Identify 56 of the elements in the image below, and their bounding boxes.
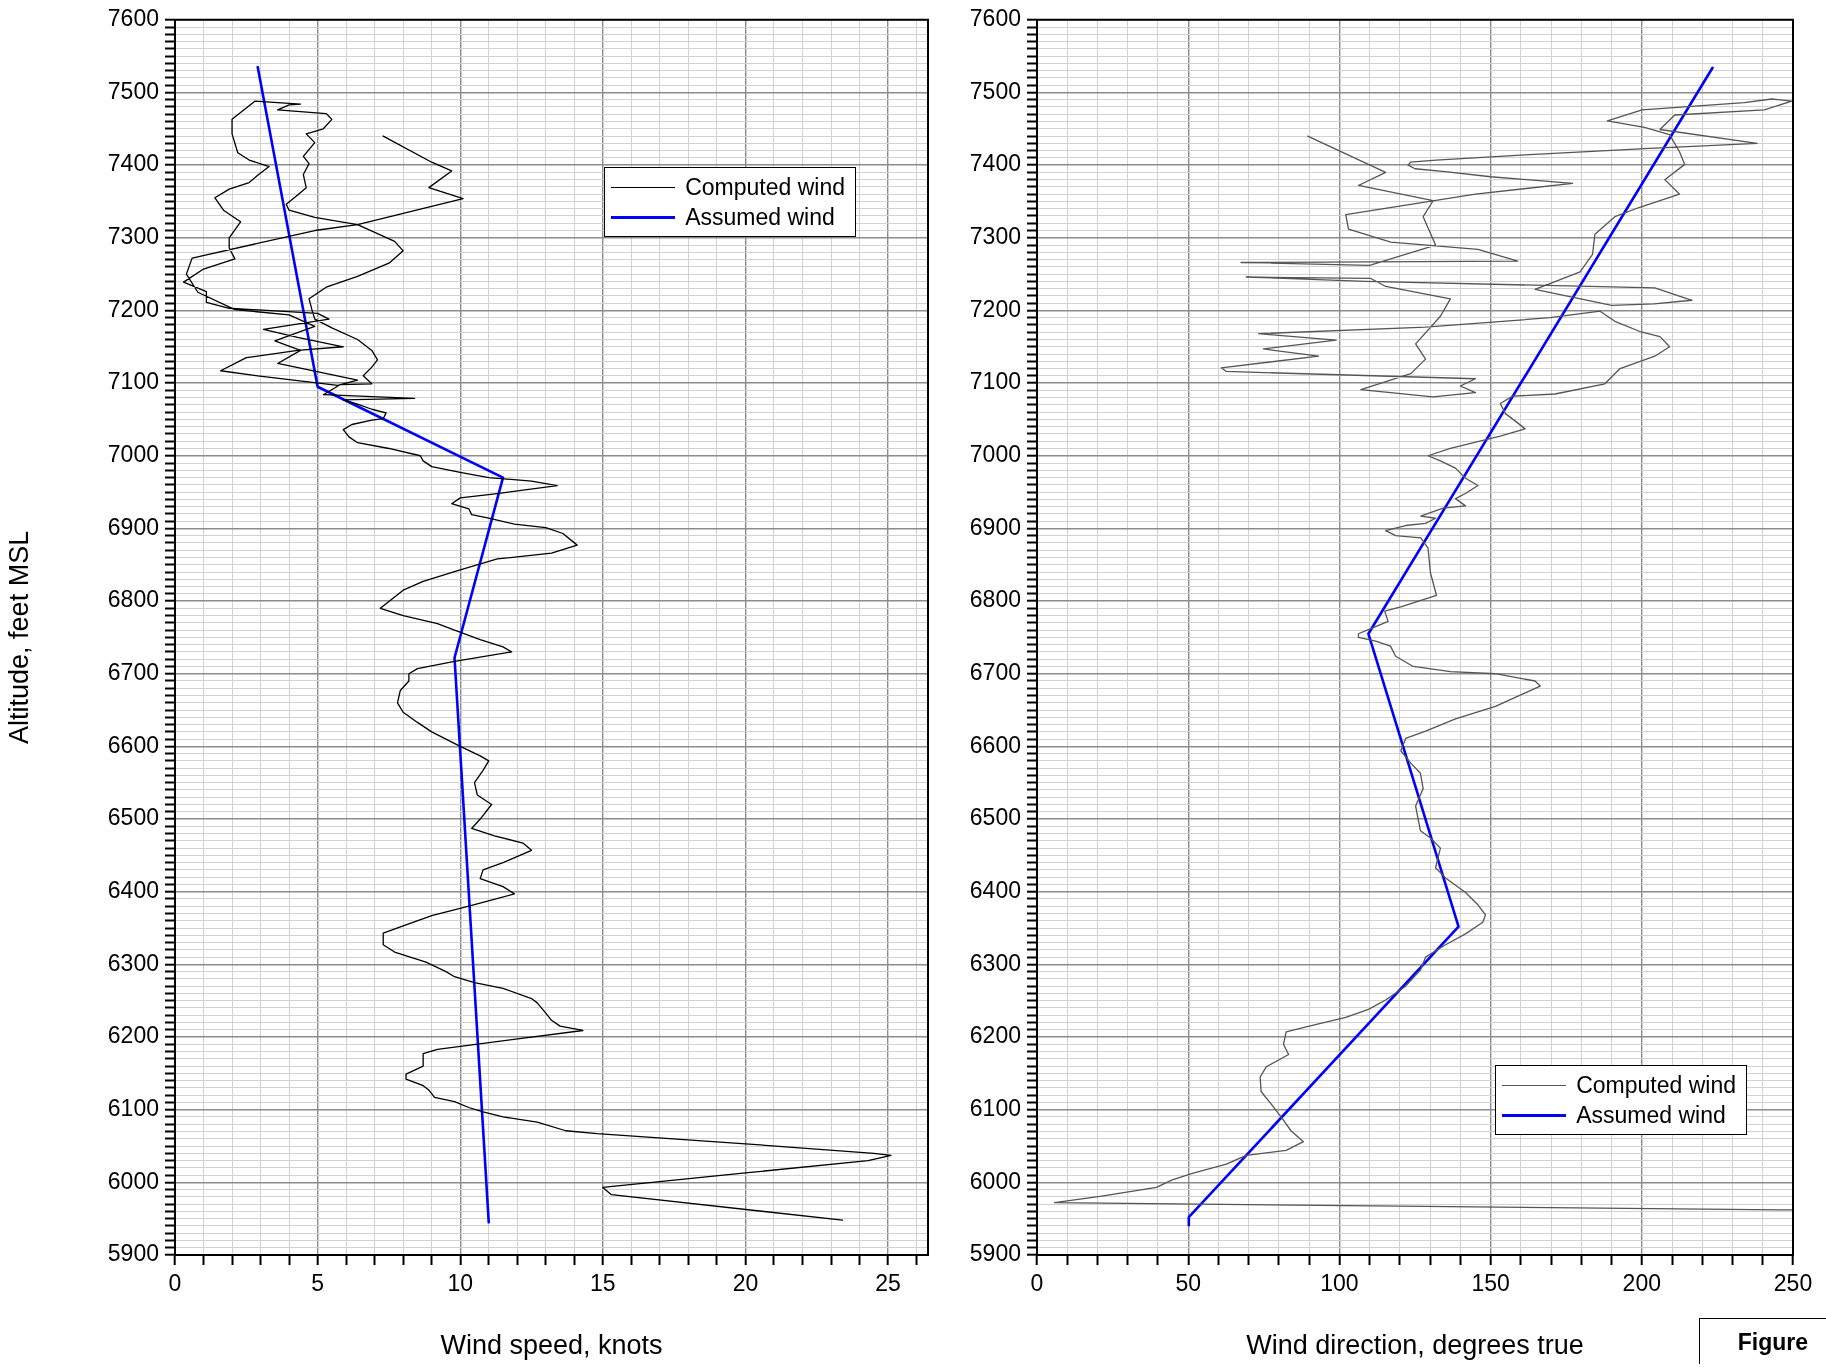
- x-tick-label: 250: [1773, 1270, 1813, 1297]
- y-tick-label: 6500: [107, 804, 159, 831]
- x-tick-label: 100: [1320, 1270, 1359, 1297]
- y-tick-label: 6800: [969, 586, 1021, 613]
- y-tick-label: 7600: [969, 5, 1021, 32]
- x-tick-label: 150: [1471, 1270, 1510, 1297]
- y-tick-label: 6600: [107, 731, 159, 758]
- x-tick-label: 25: [875, 1270, 901, 1297]
- y-tick-label: 6700: [107, 659, 159, 686]
- legend-label: Assumed wind: [685, 203, 835, 232]
- y-tick-label: 6400: [107, 877, 159, 904]
- x-tick-label: 5: [311, 1270, 325, 1297]
- y-tick-label: 7400: [107, 150, 159, 177]
- y-tick-label: 7400: [969, 150, 1021, 177]
- y-tick-label: 6100: [969, 1095, 1021, 1122]
- y-tick-label: 6800: [107, 586, 159, 613]
- y-tick-label: 6700: [969, 659, 1021, 686]
- legend-label: Computed wind: [685, 173, 845, 202]
- x-tick-label: 15: [590, 1270, 616, 1297]
- y-tick-label: 6200: [969, 1022, 1021, 1049]
- x-tick-label: 200: [1622, 1270, 1661, 1297]
- y-tick-label: 7500: [107, 77, 159, 104]
- y-tick-label: 5900: [107, 1240, 159, 1267]
- y-axis-title: Altitude, feet MSL: [3, 530, 34, 744]
- x-tick-label: 10: [447, 1270, 474, 1297]
- y-tick-label: 7600: [107, 5, 159, 32]
- text: Figure: [1698, 1318, 1826, 1364]
- y-tick-label: 7200: [107, 295, 159, 322]
- y-tick-label: 7100: [107, 368, 159, 395]
- y-tick-label: 7300: [969, 223, 1021, 250]
- y-tick-label: 7300: [107, 223, 159, 250]
- x-axis-title: Wind speed, knots: [440, 1330, 663, 1361]
- y-tick-label: 5900: [969, 1240, 1021, 1267]
- y-tick-label: 6200: [107, 1022, 159, 1049]
- y-tick-label: 6100: [107, 1095, 159, 1122]
- legend-label: Computed wind: [1576, 1071, 1736, 1100]
- y-tick-label: 7000: [969, 441, 1021, 468]
- legend-label: Assumed wind: [1576, 1101, 1726, 1130]
- x-tick-label: 0: [1030, 1270, 1044, 1297]
- y-tick-label: 6900: [969, 513, 1021, 540]
- y-tick-label: 6500: [969, 804, 1021, 831]
- y-tick-label: 6400: [969, 877, 1021, 904]
- y-tick-label: 6000: [107, 1167, 159, 1194]
- y-tick-label: 6300: [107, 949, 159, 976]
- y-tick-label: 6900: [107, 513, 159, 540]
- x-tick-label: 20: [732, 1270, 759, 1297]
- y-tick-label: 6300: [969, 949, 1021, 976]
- x-tick-label: 0: [168, 1270, 182, 1297]
- y-tick-label: 7500: [969, 77, 1021, 104]
- y-tick-label: 6600: [969, 731, 1021, 758]
- y-tick-label: 7100: [969, 368, 1021, 395]
- x-tick-label: 50: [1175, 1270, 1201, 1297]
- y-tick-label: 7000: [107, 441, 159, 468]
- y-tick-label: 6000: [969, 1167, 1021, 1194]
- x-axis-title: Wind direction, degrees true: [1246, 1330, 1584, 1361]
- y-tick-label: 7200: [969, 295, 1021, 322]
